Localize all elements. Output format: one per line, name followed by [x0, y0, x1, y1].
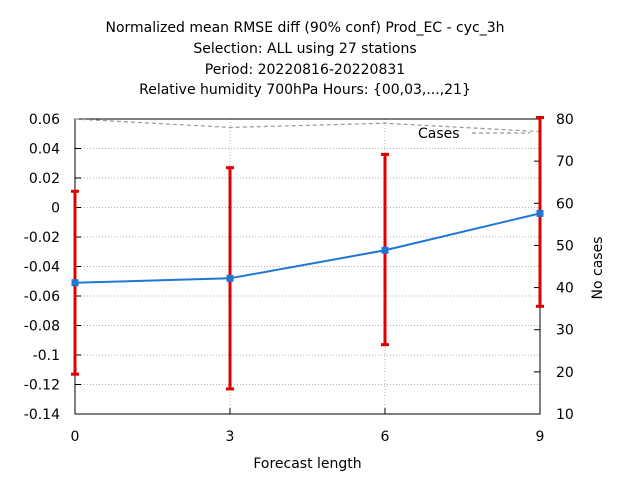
- chart-title-line-2: Selection: ALL using 27 stations: [193, 41, 417, 57]
- series-point: [226, 274, 234, 282]
- series-line: [74, 212, 541, 284]
- y2-tick-label: 30: [556, 323, 574, 339]
- y-tick-label: 0.04: [29, 142, 60, 158]
- y-tick-label: -0.06: [24, 289, 60, 305]
- x-tick-label: 6: [381, 429, 390, 445]
- y-tick-label: -0.02: [24, 230, 60, 246]
- y-tick-label: -0.12: [24, 378, 60, 394]
- y-tick-label: 0.02: [29, 171, 60, 187]
- y2-tick-label: 20: [556, 365, 574, 381]
- x-tick-label: 9: [536, 429, 545, 445]
- y2-tick-label: 40: [556, 281, 574, 297]
- chart-title-line-1: Normalized mean RMSE diff (90% conf) Pro…: [105, 20, 505, 36]
- series-point: [381, 246, 389, 254]
- x-axis-label: Forecast length: [253, 456, 362, 472]
- y-tick-label: -0.04: [24, 260, 60, 276]
- cases-line: [74, 118, 541, 133]
- y-tick-label: -0.08: [24, 319, 60, 335]
- y2-tick-label: 50: [556, 238, 574, 254]
- y2-tick-label: 60: [556, 196, 574, 212]
- series-point: [71, 279, 79, 287]
- y2-tick-label: 70: [556, 154, 574, 170]
- series-point: [536, 209, 544, 217]
- legend-label: Cases: [418, 126, 460, 142]
- chart-title-line-4: Relative humidity 700hPa Hours: {00,03,.…: [139, 82, 471, 98]
- chart-title-line-3: Period: 20220816-20220831: [204, 62, 406, 78]
- y-tick-label: 0: [51, 201, 60, 217]
- y-tick-label: -0.1: [33, 348, 60, 364]
- x-tick-label: 0: [71, 429, 80, 445]
- y2-tick-label: 10: [556, 407, 574, 423]
- y-tick-label: -0.14: [24, 407, 60, 423]
- y2-axis-label: No cases: [590, 236, 606, 300]
- y2-tick-label: 80: [556, 112, 574, 128]
- y-tick-label: 0.06: [29, 112, 60, 128]
- x-tick-label: 3: [226, 429, 235, 445]
